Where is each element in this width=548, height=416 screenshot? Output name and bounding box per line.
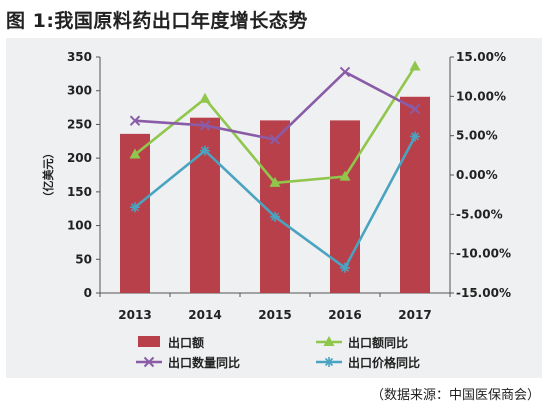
x-tick-label: 2015 [258,308,291,322]
y2-tick-label: 5.00% [456,129,498,143]
source-note: （数据来源：中国医保商会） [370,388,540,403]
legend-label: 出口额 [168,335,204,350]
legend-marker [143,356,155,368]
y-tick-label: 0 [84,286,92,300]
y2-tick-label: 15.00% [456,50,506,64]
y-tick-label: 350 [67,50,92,64]
bar [120,133,150,293]
y-axis-label: （亿美元） [41,148,55,203]
data-point [270,211,280,222]
x-tick-label: 2013 [118,308,151,322]
y-tick-label: 100 [67,219,92,233]
data-point [199,92,211,103]
data-point [269,134,281,145]
bar [190,117,220,293]
data-point [409,103,421,115]
data-point [129,148,141,159]
data-point [339,170,351,181]
y-tick-label: 150 [67,185,92,199]
bar [400,96,430,293]
legend-marker [323,336,335,346]
legend-label: 出口额同比 [348,335,408,350]
data-point [339,66,351,78]
legend-marker [324,357,334,367]
data-point [200,145,210,156]
x-tick-label: 2016 [328,308,361,322]
legend-swatch [138,336,160,347]
data-point [340,262,350,273]
y2-tick-label: 0.00% [456,168,498,182]
y-tick-label: 200 [67,151,92,165]
data-point [130,202,140,213]
page-title: 图 1:我国原料药出口年度增长态势 [6,10,308,32]
y2-tick-label: 10.00% [456,89,506,103]
y-tick-label: 50 [75,252,92,266]
data-point [199,120,211,131]
legend-label: 出口数量同比 [168,355,240,370]
y-tick-label: 300 [67,84,92,98]
y-tick-label: 250 [67,117,92,131]
data-point [269,176,281,187]
data-point [409,60,421,71]
y2-tick-label: -15.00% [456,286,511,300]
x-tick-label: 2017 [398,308,431,322]
legend-label: 出口价格同比 [348,355,420,370]
data-point [410,131,420,142]
y2-tick-label: -5.00% [456,207,503,221]
y2-tick-label: -10.00% [456,247,511,261]
x-tick-label: 2014 [188,308,221,322]
data-point [129,115,141,126]
